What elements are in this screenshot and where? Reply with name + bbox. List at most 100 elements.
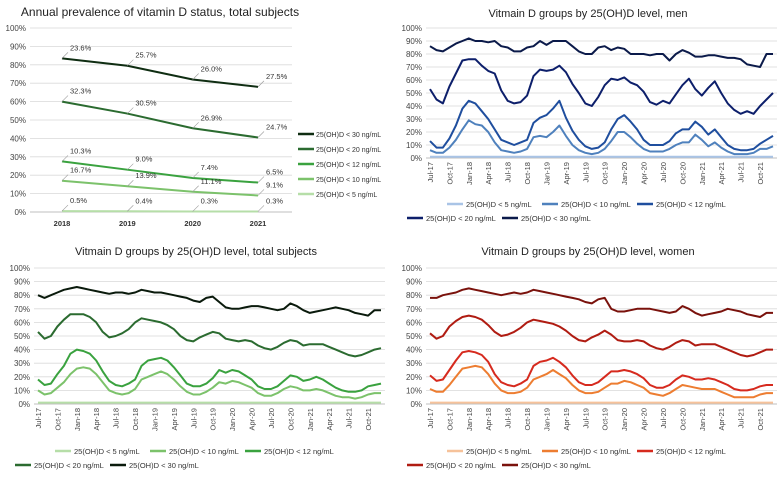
- y-tick-label: 10%: [406, 386, 422, 395]
- legend-label: 25(OH)D < 5 ng/mL: [466, 447, 532, 456]
- x-tick-label: 2021: [250, 219, 267, 228]
- x-tick-label: Jul-20: [267, 408, 276, 428]
- y-tick-label: 20%: [406, 373, 422, 382]
- legend-label: 25(OH)D < 12 ng/mL: [264, 447, 334, 456]
- y-tick-label: 50%: [406, 89, 422, 98]
- data-label-leader: [61, 52, 69, 59]
- x-tick-label: 2018: [54, 219, 71, 228]
- data-label: 27.5%: [266, 72, 288, 81]
- x-tick-label: Jan-19: [542, 408, 551, 431]
- series-line: [37, 348, 382, 393]
- data-label: 13.9%: [135, 171, 157, 180]
- legend-label: 25(OH)D < 20 ng/mL: [426, 214, 496, 223]
- series-line: [61, 100, 259, 139]
- y-tick-label: 100%: [10, 264, 30, 273]
- y-tick-label: 30%: [406, 359, 422, 368]
- y-tick-label: 100%: [402, 264, 422, 273]
- data-label: 0.4%: [135, 196, 152, 205]
- series-line: [429, 99, 774, 152]
- x-tick-label: Oct-18: [131, 408, 140, 431]
- y-tick-label: 80%: [10, 61, 26, 70]
- y-tick-label: 80%: [406, 291, 422, 300]
- data-label-leader: [257, 131, 265, 138]
- legend-label: 25(OH)D < 30 ng/mL: [129, 461, 199, 470]
- x-tick-label: Jan-19: [542, 162, 551, 185]
- x-tick-label: Jan-18: [465, 162, 474, 185]
- legend-label: 25(OH)D < 30 ng/mL: [521, 214, 591, 223]
- x-tick-label: 2020: [184, 219, 201, 228]
- data-label-leader: [192, 205, 199, 212]
- legend-label: 25(OH)D < 12 ng/mL: [316, 162, 381, 169]
- data-label: 26.0%: [201, 65, 223, 74]
- legend-label: 25(OH)D < 12 ng/mL: [656, 447, 726, 456]
- series-line: [37, 366, 381, 400]
- x-tick-label: Apr-19: [562, 408, 571, 431]
- data-label: 0.3%: [201, 196, 218, 205]
- y-tick-label: 20%: [10, 171, 26, 180]
- y-tick-label: 90%: [14, 278, 30, 287]
- x-tick-label: Apr-20: [640, 408, 649, 431]
- data-label: 24.7%: [266, 122, 288, 131]
- x-tick-label: Apr-20: [248, 408, 257, 431]
- y-tick-label: 70%: [406, 305, 422, 314]
- data-label-leader: [61, 95, 69, 102]
- chart-annual-svg: 0% 10% 20% 30% 40% 50% 60% 70% 80% 90% 100% 2018 201…: [6, 24, 382, 228]
- y-tick-label: 100%: [6, 24, 26, 33]
- y-tick-label: 20%: [14, 373, 30, 382]
- series-line: [429, 37, 773, 68]
- x-tick-label: Apr-18: [484, 162, 493, 185]
- legend-label: 25(OH)D < 30 ng/mL: [521, 461, 591, 470]
- y-tick-label: 50%: [14, 332, 30, 341]
- y-tick-label: 90%: [10, 42, 26, 51]
- x-tick-label: Jan-18: [73, 408, 82, 431]
- data-label-leader: [61, 174, 69, 181]
- chart-monthly-total: Vitmain D groups by 25(OH)D level, total…: [0, 240, 392, 479]
- y-tick-label: 60%: [14, 318, 30, 327]
- y-tick-label: 40%: [406, 102, 422, 111]
- x-tick-label: Jul-17: [426, 408, 435, 428]
- data-label-leader: [257, 189, 265, 196]
- y-tick-label: 0%: [410, 400, 422, 409]
- y-tick-label: 30%: [406, 115, 422, 124]
- series-line: [429, 314, 773, 358]
- y-tick-label: 50%: [406, 332, 422, 341]
- series-line: [429, 119, 774, 156]
- chart-total-svg: 0% 10% 20% 30% 40% 50% 60% 70% 80% 90% 100% Jul-17 O…: [10, 264, 385, 470]
- chart-monthly-women: Vitmain D groups by 25(OH)D level, women…: [392, 240, 784, 479]
- chart-annual-total: Annual prevalence of vitamin D status, t…: [0, 0, 392, 240]
- x-tick-label: Jan-21: [698, 162, 707, 185]
- x-tick-label: Jul-17: [426, 162, 435, 182]
- series-line: [430, 287, 773, 318]
- series-line: [61, 179, 259, 197]
- x-tick-label: Apr-19: [170, 408, 179, 431]
- y-tick-label: 40%: [10, 134, 26, 143]
- data-label: 25.7%: [135, 51, 157, 60]
- data-label-leader: [127, 107, 134, 114]
- data-label: 7.4%: [201, 163, 218, 172]
- x-tick-label: Jan-20: [620, 162, 629, 185]
- chart-title: Annual prevalence of vitamin D status, t…: [20, 5, 300, 19]
- legend-label: 25(OH)D < 20 ng/mL: [34, 461, 104, 470]
- y-tick-label: 50%: [10, 116, 26, 125]
- y-tick-label: 30%: [10, 153, 26, 162]
- legend-label: 25(OH)D < 30 ng/mL: [316, 132, 381, 139]
- data-label: 16.7%: [70, 166, 92, 175]
- data-label-leader: [127, 205, 134, 212]
- x-tick-label: Apr-18: [484, 408, 493, 431]
- y-tick-label: 80%: [406, 50, 422, 59]
- y-tick-label: 40%: [406, 346, 422, 355]
- x-tick-label: Jul-19: [189, 408, 198, 428]
- data-label-leader: [192, 171, 199, 179]
- x-tick-label: Jan-21: [306, 408, 315, 431]
- data-label: 10.3%: [70, 146, 92, 155]
- chart-title: Vitmain D groups by 25(OH)D level, men: [488, 8, 688, 20]
- x-tick-label: Jul-19: [581, 408, 590, 428]
- x-tick-label: Oct-20: [678, 408, 687, 431]
- x-tick-label: Jul-19: [581, 162, 590, 182]
- x-tick-label: Oct-18: [523, 408, 532, 431]
- data-label-leader: [192, 73, 199, 80]
- y-tick-label: 80%: [14, 291, 30, 300]
- x-tick-label: Oct-19: [209, 408, 218, 431]
- chart-title: Vitmain D groups by 25(OH)D level, total…: [75, 246, 317, 258]
- x-tick-label: Apr-18: [92, 408, 101, 431]
